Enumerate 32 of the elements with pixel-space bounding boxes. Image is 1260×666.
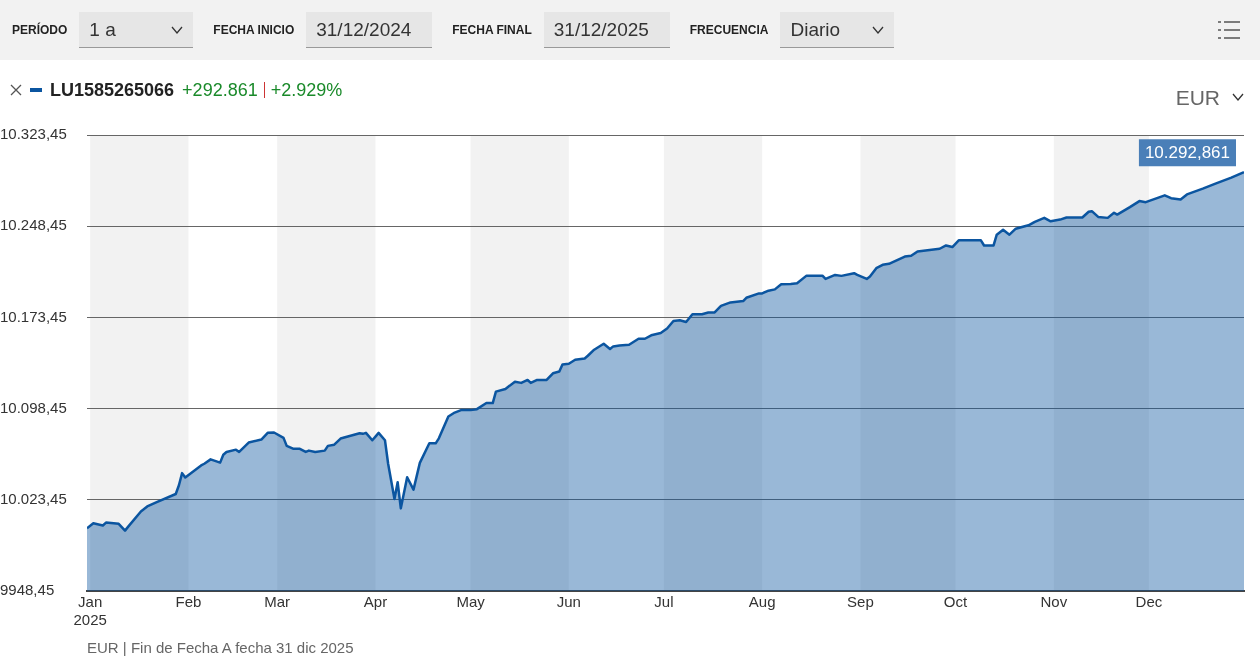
y-tick-label: 10.323,45 [0, 125, 67, 143]
x-tick-label: Mar [264, 593, 291, 611]
text: 1 a [89, 18, 116, 41]
x-tick-label: Dec [1135, 593, 1163, 611]
x-tick-label: Jul [654, 593, 674, 611]
y-tick-label: 9948,45 [0, 581, 55, 599]
text: FRECUENCIA [689, 23, 769, 37]
x-tick-label: Sep [847, 593, 874, 611]
x-tick-label: May [456, 593, 486, 611]
text: +292.861 [182, 79, 258, 101]
x-tick-label: Oct [943, 593, 969, 611]
text: PERÍODO [12, 23, 68, 37]
text: EUR [1175, 86, 1220, 110]
text: +2.929% [270, 79, 343, 101]
text: 31/12/2025 [553, 18, 649, 41]
x-tick-label: Jan 2025 [73, 593, 107, 629]
text: FECHA INICIO [213, 23, 295, 37]
text: Diario [790, 18, 841, 41]
y-tick-label: 10.098,45 [0, 398, 67, 416]
x-tick-label: Aug [748, 593, 776, 611]
x-tick-label: Feb [175, 593, 202, 611]
x-tick-label: Jun [556, 593, 581, 611]
text: 31/12/2024 [316, 18, 412, 41]
x-tick-label: Apr [363, 593, 388, 611]
chart-title: LU1585265066 [50, 79, 175, 101]
annotation: 10.292,861 [1144, 142, 1231, 162]
x-tick-label: Nov [1040, 593, 1068, 611]
text: EUR | Fin de Fecha A fecha 31 dic 2025 [86, 639, 355, 656]
y-tick-label: 10.248,45 [0, 216, 67, 234]
y-tick-label: 10.023,45 [0, 489, 67, 507]
text: FECHA FINAL [452, 23, 532, 37]
y-tick-label: 10.173,45 [0, 307, 67, 325]
